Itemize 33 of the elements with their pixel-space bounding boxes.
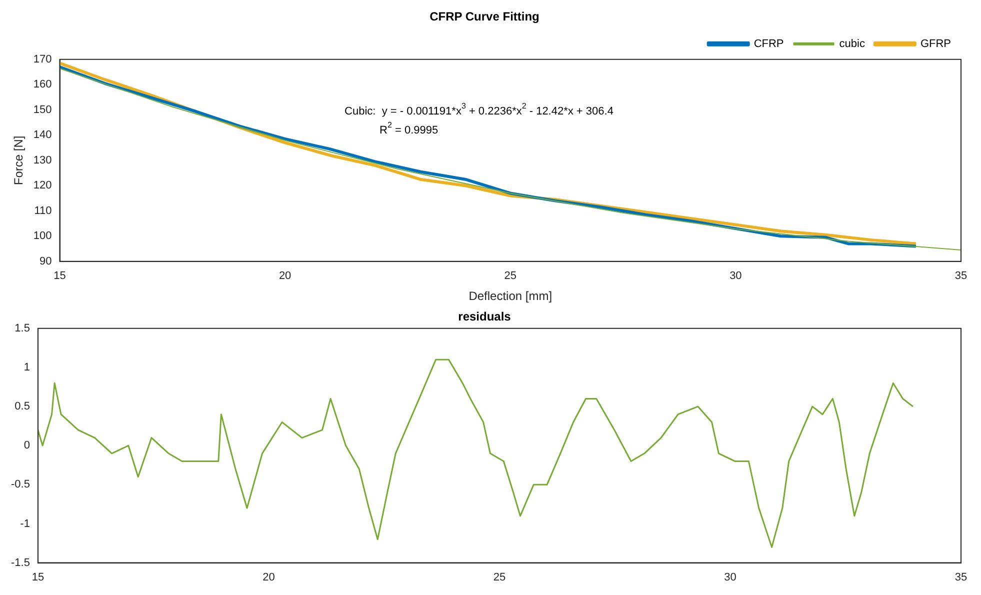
x-tick-label: 15 (32, 571, 44, 584)
y-axis-title: Force [N] (12, 136, 26, 186)
legend-label: GFRP (920, 38, 952, 50)
y-tick-label: 1.5 (14, 322, 30, 334)
x-tick-label: 15 (54, 270, 66, 282)
legend-label: CFRP (754, 38, 784, 50)
y-tick-label: 120 (33, 180, 52, 192)
x-tick-label: 30 (730, 270, 742, 282)
y-tick-label: 170 (33, 53, 52, 66)
y-tick-label: 130 (33, 154, 52, 166)
x-tick-label: 30 (724, 571, 736, 584)
x-tick-label: 35 (954, 571, 968, 584)
chart-title: residuals (458, 310, 512, 324)
x-tick-label: 20 (262, 571, 275, 584)
y-tick-label: 1 (24, 362, 30, 374)
y-tick-label: 90 (40, 255, 52, 268)
x-axis-title: Deflection [mm] (468, 289, 552, 304)
y-tick-label: 0 (24, 440, 30, 452)
y-tick-label: -1.5 (10, 556, 30, 569)
x-tick-label: 25 (493, 571, 506, 584)
y-tick-label: 140 (33, 129, 52, 142)
y-tick-label: 110 (34, 204, 52, 217)
x-tick-label: 25 (504, 270, 516, 282)
y-tick-label: 150 (33, 104, 52, 116)
y-tick-label: 100 (33, 230, 52, 242)
y-tick-label: -0.5 (10, 478, 30, 491)
legend-label: cubic (839, 38, 866, 50)
chart-title: CFRP Curve Fitting (430, 10, 540, 24)
x-tick-label: 35 (954, 270, 968, 282)
y-tick-label: -1 (20, 518, 30, 530)
x-tick-label: 20 (278, 270, 292, 282)
y-tick-label: 160 (33, 78, 52, 91)
y-tick-label: 0.5 (14, 400, 30, 413)
